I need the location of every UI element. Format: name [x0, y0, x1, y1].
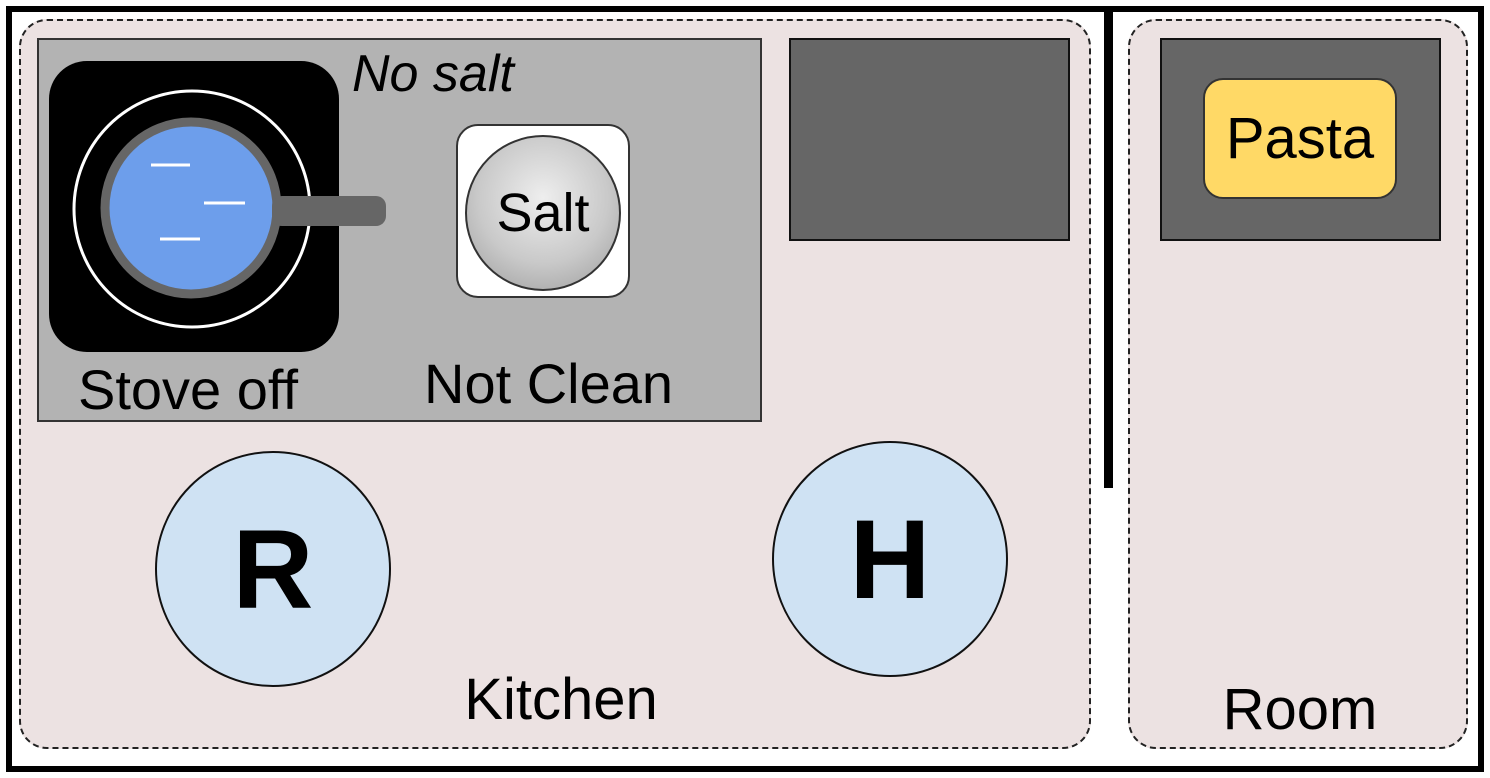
stove-status: Stove off — [78, 358, 299, 421]
pot-handle — [272, 196, 386, 226]
room-label: Room — [1222, 677, 1378, 742]
salt-shaker[interactable]: Salt — [465, 135, 621, 291]
salt-note: No salt — [352, 45, 514, 103]
clean-status: Not Clean — [424, 352, 674, 415]
kitchen-label: Kitchen — [464, 667, 658, 732]
kitchen-table[interactable] — [789, 38, 1070, 241]
water-pot — [100, 117, 282, 299]
stove-burner — [72, 89, 312, 329]
divider-wall — [1104, 6, 1113, 488]
human-agent[interactable]: H — [772, 441, 1008, 677]
stove[interactable] — [49, 61, 339, 352]
pasta-item[interactable]: Pasta — [1203, 78, 1397, 199]
robot-agent[interactable]: R — [155, 451, 391, 687]
